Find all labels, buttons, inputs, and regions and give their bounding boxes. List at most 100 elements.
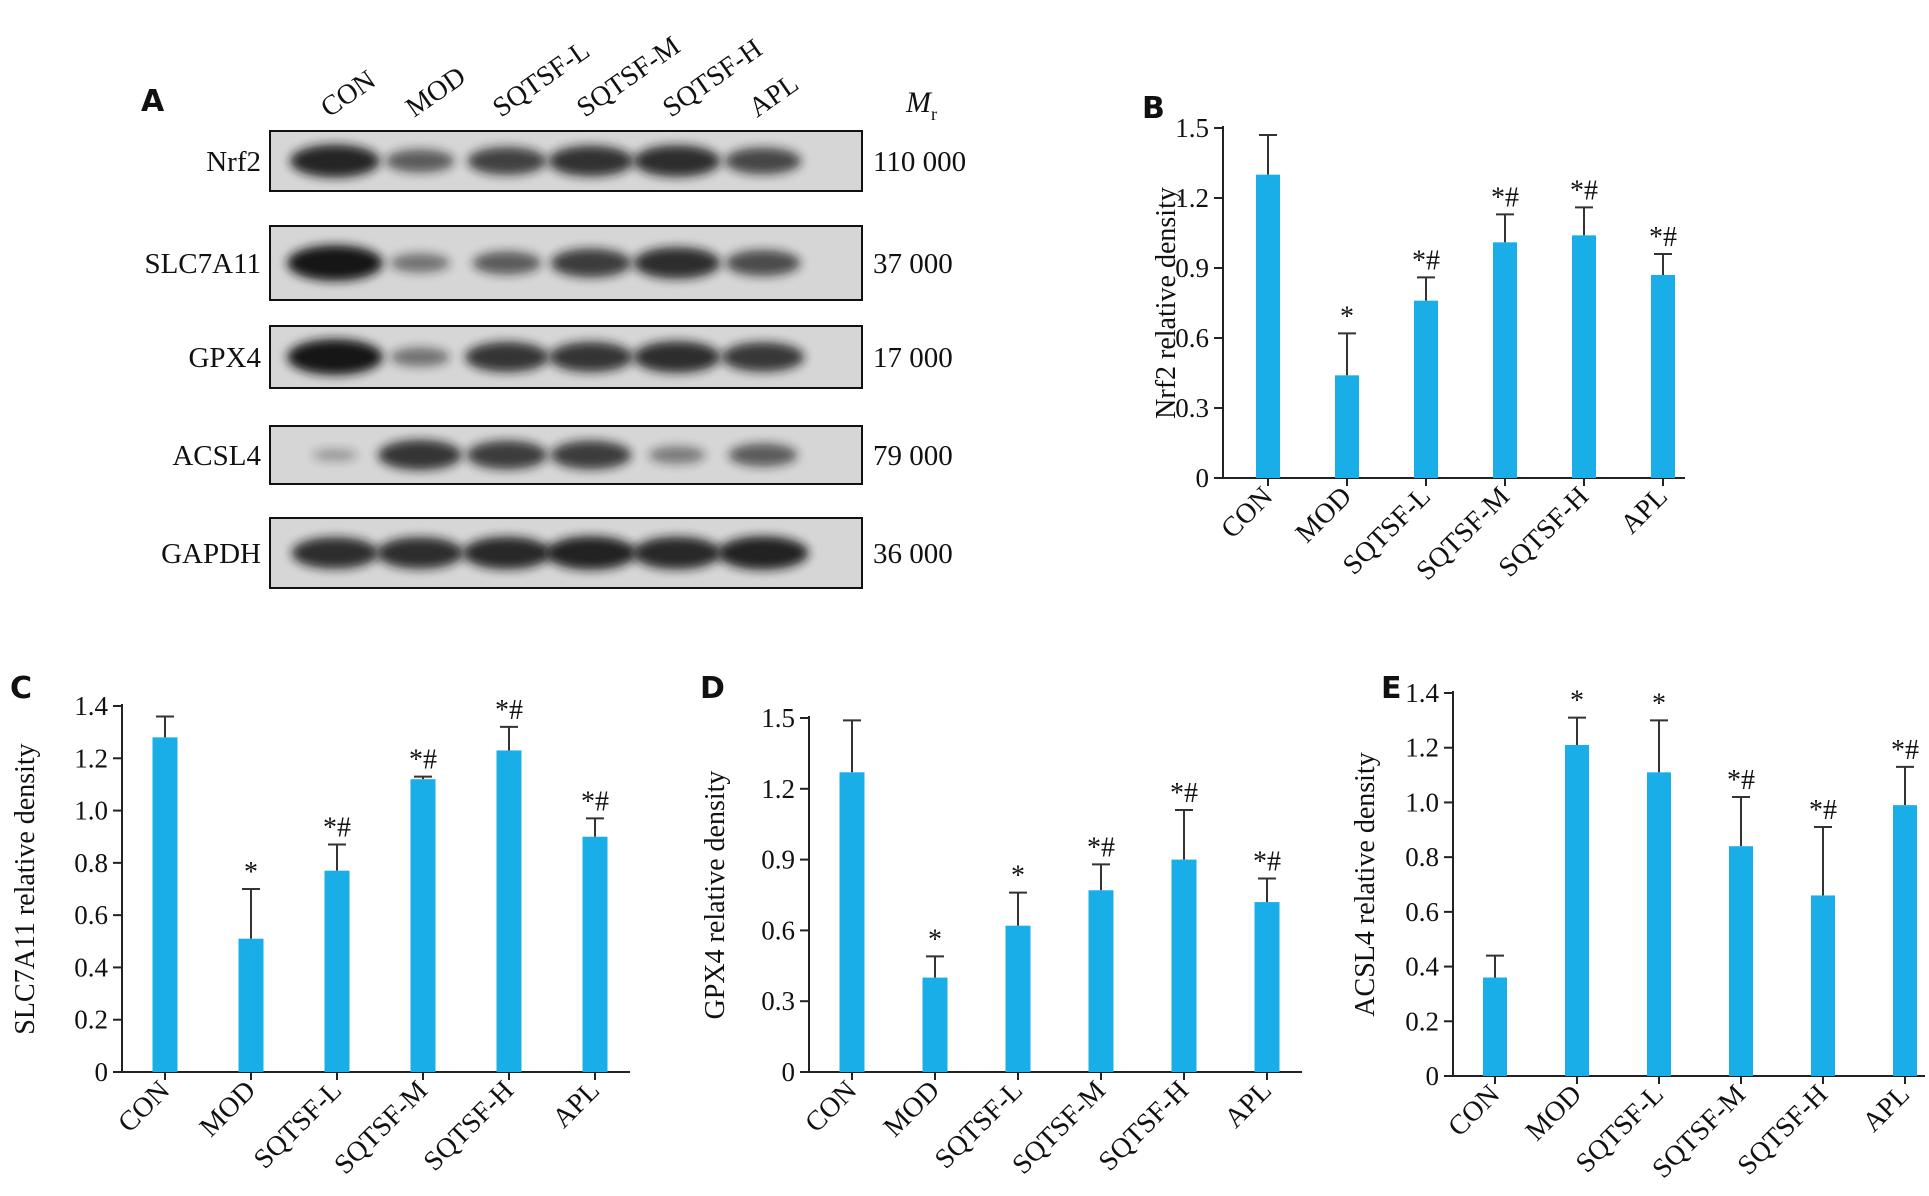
- x-tick-label-b-apl: APL: [1615, 481, 1674, 540]
- blot-row-slc7a11: SLC7A11 37 000: [144, 225, 953, 301]
- y-tick-label-c-4: 0.8: [74, 848, 108, 878]
- protein-label-acsl4: ACSL4: [172, 440, 261, 472]
- bar-c-sqtsf-h: [496, 750, 522, 1072]
- significance-e-sqtsf-h: *#: [1809, 795, 1837, 826]
- x-tick-label-e-con: CON: [1442, 1079, 1506, 1143]
- band-gpx4-sqtsf-m: [549, 341, 633, 373]
- bar-c-sqtsf-l: [324, 870, 350, 1072]
- bar-e-apl: [1893, 805, 1917, 1076]
- y-axis-label-e: ACSL4 relative density: [1350, 752, 1381, 1016]
- y-axis-label-c: SLC7A11 relative density: [10, 743, 41, 1034]
- band-slc7a11-sqtsf-h: [633, 247, 721, 279]
- band-slc7a11-sqtsf-m: [550, 248, 632, 278]
- significance-c-sqtsf-h: *#: [495, 695, 523, 726]
- mr-label-main: M: [905, 86, 933, 119]
- significance-e-apl: *#: [1891, 735, 1919, 766]
- band-gapdh-sqtsf-l: [462, 536, 552, 570]
- band-gapdh-mod: [376, 537, 464, 569]
- band-gapdh-apl: [717, 536, 809, 570]
- panel-label-c: C: [10, 671, 32, 706]
- bar-e-sqtsf-h: [1811, 895, 1835, 1076]
- bar-b-sqtsf-h: [1572, 235, 1596, 478]
- bar-e-mod: [1565, 744, 1589, 1076]
- bar-b-sqtsf-m: [1493, 242, 1517, 478]
- bar-d-sqtsf-l: [1005, 925, 1031, 1072]
- protein-label-slc7a11: SLC7A11: [144, 248, 261, 280]
- bar-b-mod: [1335, 375, 1359, 478]
- band-slc7a11-con: [287, 245, 383, 281]
- band-slc7a11-apl: [725, 249, 801, 277]
- significance-c-sqtsf-m: *#: [409, 745, 437, 776]
- x-tick-label-d-mod: MOD: [878, 1075, 946, 1143]
- bar-b-sqtsf-l: [1414, 300, 1438, 478]
- y-tick-label-b-1: 0.3: [1175, 393, 1209, 423]
- y-tick-label-e-4: 0.8: [1405, 842, 1439, 872]
- y-tick-label-c-5: 1.0: [74, 796, 108, 826]
- bar-d-mod: [922, 977, 948, 1072]
- band-gpx4-sqtsf-l: [465, 341, 549, 373]
- significance-d-sqtsf-l: *: [1011, 861, 1025, 892]
- bar-chart-d: D 0 0.3 0.6 0.9 1.2 1.5 GPX4 relative density CO…: [700, 671, 1302, 1181]
- blot-row-gpx4: GPX4 17 000: [188, 325, 953, 389]
- y-tick-label-c-1: 0.2: [74, 1005, 108, 1035]
- panel-label-a: A: [141, 84, 165, 119]
- protein-label-gapdh: GAPDH: [161, 538, 261, 570]
- mr-value-gapdh: 36 000: [873, 538, 953, 570]
- lane-label-mod: MOD: [400, 61, 471, 124]
- band-gpx4-con: [287, 339, 383, 375]
- bar-c-mod: [238, 938, 264, 1072]
- y-axis-label-b: Nrf2 relative density: [1151, 187, 1182, 419]
- x-tick-label-c-mod: MOD: [194, 1075, 262, 1143]
- y-tick-label-c-0: 0: [95, 1057, 109, 1087]
- blot-row-gapdh: GAPDH 36 000: [161, 517, 953, 589]
- band-slc7a11-mod: [390, 253, 450, 273]
- blot-row-acsl4: ACSL4 79 000: [172, 425, 953, 485]
- x-tick-label-d-sqtsf-h: SQTSF-H: [1093, 1075, 1195, 1177]
- band-gapdh-sqtsf-h: [632, 536, 722, 570]
- significance-b-sqtsf-m: *#: [1491, 182, 1519, 213]
- y-tick-label-d-4: 1.2: [761, 774, 795, 804]
- bar-chart-e: E 0 0.2 0.4 0.6 0.8 1.0 1.2 1.4 ACSL4 relative de…: [1350, 671, 1925, 1185]
- significance-c-mod: *: [244, 857, 258, 888]
- band-slc7a11-sqtsf-l: [472, 251, 542, 275]
- band-gpx4-apl: [721, 342, 805, 372]
- x-tick-label-e-sqtsf-h: SQTSF-H: [1732, 1079, 1834, 1181]
- x-tick-label-c-apl: APL: [547, 1075, 606, 1134]
- significance-c-sqtsf-l: *#: [323, 813, 351, 844]
- y-tick-label-b-3: 0.9: [1175, 253, 1209, 283]
- significance-d-apl: *#: [1253, 846, 1281, 877]
- band-acsl4-sqtsf-l: [466, 440, 548, 470]
- protein-label-gpx4: GPX4: [188, 342, 261, 374]
- y-tick-label-b-5: 1.5: [1175, 113, 1209, 143]
- x-tick-label-b-mod: MOD: [1290, 481, 1358, 549]
- panel-label-e: E: [1381, 671, 1402, 706]
- significance-d-sqtsf-m: *#: [1087, 832, 1115, 863]
- bar-c-sqtsf-m: [410, 779, 436, 1072]
- band-gpx4-mod: [390, 347, 450, 367]
- y-tick-label-e-1: 0.2: [1405, 1006, 1439, 1036]
- y-tick-label-c-2: 0.4: [74, 952, 108, 982]
- x-tick-label-c-sqtsf-h: SQTSF-H: [418, 1075, 520, 1177]
- mr-value-slc7a11: 37 000: [873, 248, 953, 280]
- bar-d-apl: [1254, 902, 1280, 1072]
- blot-rows: Nrf2 110 000 SLC7A11 37 000 GPX4 17 000 ACSL4 7…: [144, 130, 966, 589]
- significance-e-sqtsf-m: *#: [1727, 765, 1755, 796]
- significance-b-mod: *: [1340, 301, 1354, 332]
- y-tick-label-e-5: 1.0: [1405, 787, 1439, 817]
- band-gapdh-con: [291, 537, 379, 569]
- band-nrf2-mod: [385, 149, 455, 173]
- bar-d-sqtsf-h: [1171, 859, 1197, 1072]
- y-tick-label-e-6: 1.2: [1405, 733, 1439, 763]
- significance-d-mod: *: [928, 924, 942, 955]
- bar-chart-c: C 0 0.2 0.4 0.6 0.8 1.0 1.2 1.4 SLC7A11 relative …: [10, 671, 630, 1181]
- y-tick-label-c-7: 1.4: [74, 691, 108, 721]
- y-tick-label-d-2: 0.6: [761, 915, 795, 945]
- y-tick-label-e-2: 0.4: [1405, 952, 1439, 982]
- significance-b-sqtsf-h: *#: [1570, 175, 1598, 206]
- y-tick-label-c-6: 1.2: [74, 743, 108, 773]
- y-tick-label-d-1: 0.3: [761, 986, 795, 1016]
- x-tick-label-c-con: CON: [112, 1075, 176, 1139]
